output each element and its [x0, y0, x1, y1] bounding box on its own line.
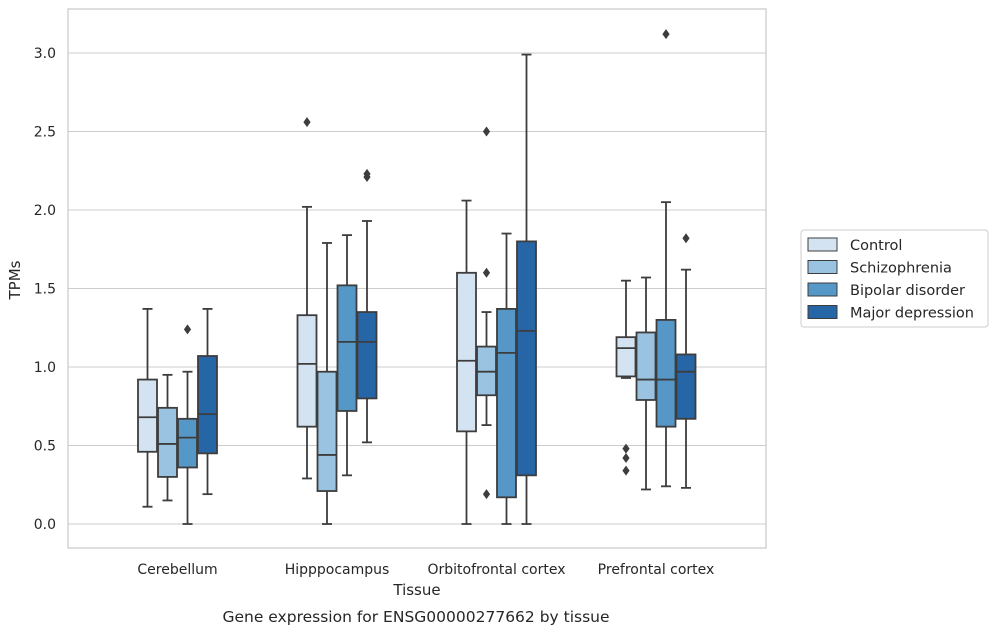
legend-label: Schizophrenia — [850, 261, 952, 277]
legend-swatch — [807, 260, 838, 274]
box-control — [296, 117, 318, 480]
legend-items: Control Schizophrenia Bipolar disorder Majo… — [807, 237, 974, 322]
box-iqr — [177, 417, 198, 469]
outlier-point — [303, 117, 311, 128]
legend: Control Schizophrenia Bipolar disorder Majo… — [800, 229, 989, 328]
y-axis-title: TPMs — [6, 260, 24, 300]
box-major-depression — [675, 233, 697, 489]
box-iqr — [655, 318, 677, 428]
box-bipolar-disorder — [336, 234, 358, 477]
y-tick-label: 3.0 — [34, 46, 56, 62]
box-iqr — [356, 311, 378, 400]
legend-frame — [800, 229, 989, 328]
box-control — [456, 199, 477, 525]
x-tick-labels: Cerebellum Hipppocampus Orbitofrontal cort… — [137, 562, 714, 578]
box-layer — [137, 29, 697, 525]
y-tick-label: 0.5 — [34, 439, 56, 455]
y-tick-label: 2.0 — [34, 203, 56, 219]
x-axis-title: Tissue — [392, 581, 440, 599]
legend-swatch — [807, 282, 838, 297]
box-control — [615, 279, 637, 476]
box-schizophrenia — [476, 126, 497, 500]
box-major-depression — [197, 308, 218, 496]
legend-swatch — [807, 305, 838, 319]
box-bipolar-disorder — [496, 232, 517, 525]
box-major-depression — [356, 168, 378, 444]
box-iqr — [336, 284, 358, 412]
box-iqr — [456, 271, 477, 433]
y-tick-labels: 0.0 0.5 1.0 1.5 2.0 2.5 3.0 — [34, 46, 56, 533]
outlier-point — [622, 465, 630, 476]
outlier-point — [622, 453, 630, 464]
box-iqr — [197, 355, 218, 455]
outlier-point — [482, 126, 491, 137]
figure-caption: Gene expression for ENSG00000277662 by t… — [222, 608, 609, 626]
box-iqr — [137, 378, 158, 453]
y-tick-label: 1.5 — [34, 282, 56, 298]
box-iqr — [615, 336, 637, 378]
outlier-point — [482, 267, 491, 278]
y-tick-label: 2.5 — [34, 125, 56, 141]
x-tick-label: Orbitofrontal cortex — [428, 562, 566, 578]
box-schizophrenia — [316, 242, 338, 525]
legend-label: Control — [850, 238, 902, 254]
box-iqr — [157, 406, 178, 478]
outlier-point — [682, 233, 690, 244]
box-iqr — [635, 331, 657, 401]
x-tick-label: Hipppocampus — [285, 562, 390, 578]
box-bipolar-disorder — [655, 29, 677, 488]
box-schizophrenia — [635, 276, 657, 491]
y-tick-label: 1.0 — [34, 360, 56, 376]
x-tick-label: Prefrontal cortex — [598, 562, 715, 578]
x-tick-label: Cerebellum — [137, 562, 217, 578]
legend-swatch — [807, 237, 838, 252]
outlier-point — [662, 29, 670, 40]
box-iqr — [675, 353, 697, 420]
box-iqr — [516, 240, 537, 477]
outlier-point — [622, 443, 630, 454]
box-iqr — [496, 308, 517, 499]
box-schizophrenia — [157, 373, 178, 502]
y-tick-label: 0.0 — [34, 517, 56, 533]
outlier-point — [363, 172, 371, 183]
box-iqr — [296, 314, 318, 428]
legend-label: Bipolar disorder — [850, 283, 965, 299]
box-iqr — [316, 370, 338, 492]
plot-frame — [67, 8, 767, 549]
outlier-point — [183, 324, 192, 335]
box-major-depression — [516, 53, 537, 525]
legend-label: Major depression — [850, 306, 974, 322]
outlier-point — [482, 489, 491, 500]
box-bipolar-disorder — [177, 324, 198, 525]
box-control — [137, 308, 158, 508]
